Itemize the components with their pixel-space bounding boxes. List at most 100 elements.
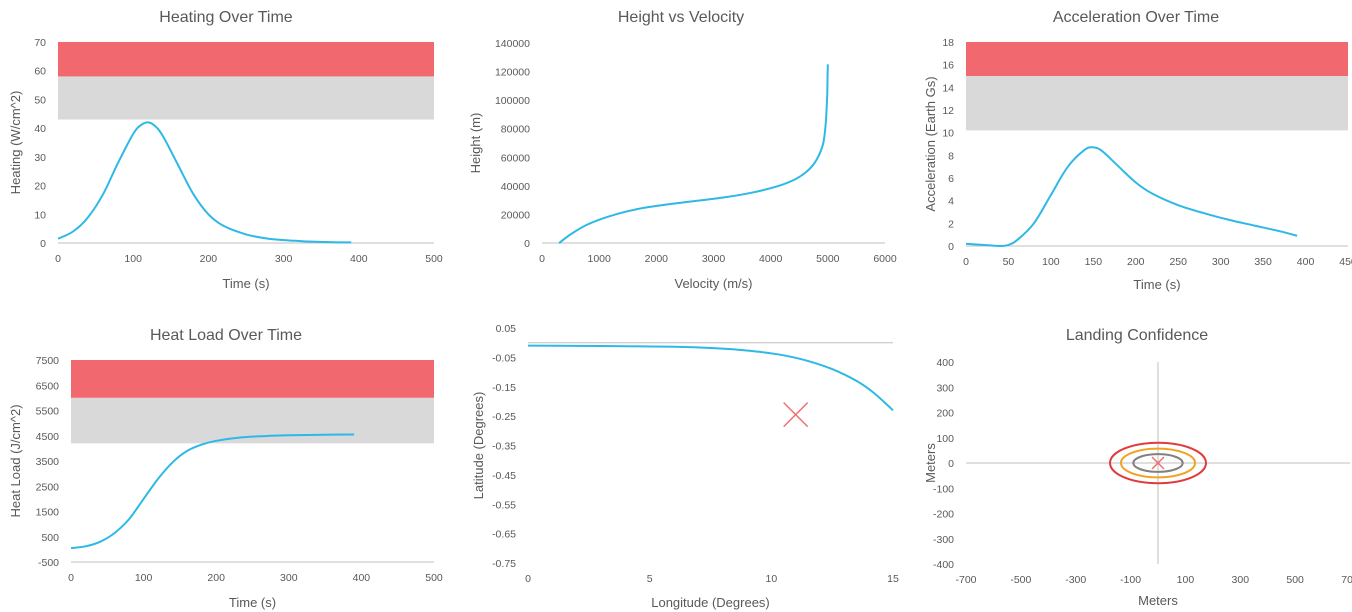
- series-line: [558, 64, 829, 244]
- x-tick-label: 300: [1212, 256, 1230, 268]
- x-tick-label: 2000: [645, 253, 669, 265]
- confidence-ellipse-inner: [1132, 453, 1184, 473]
- x-tick-label: 400: [1297, 256, 1315, 268]
- y-tick-label: 80000: [501, 124, 530, 136]
- series-line: [527, 344, 894, 412]
- x-tick-label: 1000: [587, 253, 611, 265]
- y-axis-label: Height (m): [468, 113, 483, 174]
- x-tick-label: 500: [1286, 574, 1304, 586]
- x-tick-label: 50: [1003, 256, 1015, 268]
- y-tick-label: -0.15: [492, 382, 516, 394]
- y-tick-label: 7500: [36, 355, 60, 367]
- chart-title: Heating Over Time: [159, 9, 292, 26]
- chart-panel-6: -700 -500 -300 -100 100 300 500 700 -400 -300 -200…: [923, 327, 1352, 608]
- y-tick-label: 0.05: [496, 323, 517, 335]
- y-tick-label: 40000: [501, 181, 530, 193]
- y-tick-label: 500: [41, 532, 59, 544]
- x-tick-label: 200: [200, 253, 218, 265]
- x-tick-label: 200: [1127, 256, 1145, 268]
- chart-title: Acceleration Over Time: [1053, 9, 1219, 26]
- chart-panel-4: 0 100 200 300 400 500 -500 500 1500 2500 3500 4500 5…: [8, 327, 443, 610]
- x-tick-label: -500: [1010, 574, 1031, 586]
- x-tick-label: 700: [1341, 574, 1352, 586]
- x-tick-label: 0: [55, 253, 61, 265]
- y-tick-label: 14: [942, 82, 954, 94]
- x-tick-label: 0: [68, 572, 74, 584]
- y-tick-label: -300: [933, 534, 954, 546]
- x-tick-label: 400: [353, 572, 371, 584]
- y-axis-label: Heating (W/cm^2): [8, 91, 23, 195]
- x-tick-label: 500: [425, 572, 443, 584]
- series-line: [57, 121, 352, 244]
- series-line: [965, 146, 1298, 248]
- x-tick-label: 3000: [702, 253, 726, 265]
- y-tick-label: 12: [942, 105, 954, 117]
- x-axis-label: Meters: [1138, 593, 1178, 608]
- y-tick-label: -0.45: [492, 470, 516, 482]
- x-tick-label: 6000: [873, 253, 897, 265]
- y-tick-label: -500: [38, 557, 59, 569]
- y-tick-label: 2500: [36, 481, 60, 493]
- confidence-ellipse-outer: [1109, 441, 1207, 485]
- x-tick-label: 250: [1169, 256, 1187, 268]
- x-tick-label: 0: [525, 573, 531, 585]
- x-tick-label: 5000: [816, 253, 840, 265]
- y-tick-label: 4: [948, 196, 954, 208]
- y-tick-label: 300: [936, 382, 954, 394]
- y-tick-label: 20: [34, 181, 46, 193]
- x-tick-label: 300: [280, 572, 298, 584]
- x-tick-label: -700: [955, 574, 976, 586]
- x-tick-label: 450: [1339, 256, 1352, 268]
- y-tick-label: 0: [948, 458, 954, 470]
- x-tick-label: 400: [350, 253, 368, 265]
- y-tick-label: 6500: [36, 380, 60, 392]
- x-tick-label: 300: [1232, 574, 1250, 586]
- y-tick-label: -100: [933, 483, 954, 495]
- x-tick-label: 100: [124, 253, 142, 265]
- y-tick-label: 6: [948, 173, 954, 185]
- x-tick-label: 200: [207, 572, 225, 584]
- x-tick-label: 10: [765, 573, 777, 585]
- x-tick-label: 100: [1177, 574, 1195, 586]
- x-tick-label: 0: [963, 256, 969, 268]
- y-axis-label: Meters: [923, 443, 938, 483]
- x-tick-label: 500: [425, 253, 443, 265]
- confidence-ellipse-mid: [1119, 447, 1197, 479]
- y-tick-label: 2: [948, 218, 954, 230]
- x-tick-label: 5: [647, 573, 653, 585]
- y-tick-label: 20000: [501, 209, 530, 221]
- y-tick-label: 100: [936, 433, 954, 445]
- y-tick-label: 16: [942, 60, 954, 72]
- target-x-marker: [1151, 456, 1165, 470]
- y-tick-label: 60: [34, 66, 46, 78]
- y-tick-label: 1500: [36, 507, 60, 519]
- y-tick-label: 140000: [495, 38, 530, 50]
- y-tick-label: 8: [948, 150, 954, 162]
- series-line: [70, 433, 355, 550]
- y-tick-label: 0: [948, 241, 954, 253]
- x-axis-label: Time (s): [1133, 277, 1180, 292]
- x-tick-label: 150: [1085, 256, 1103, 268]
- danger-threshold-band: [71, 360, 434, 398]
- y-tick-label: 200: [936, 408, 954, 420]
- y-tick-label: -0.75: [492, 558, 516, 570]
- y-tick-label: 4500: [36, 431, 60, 443]
- danger-threshold-band: [58, 42, 434, 77]
- y-tick-label: -0.55: [492, 499, 516, 511]
- y-tick-label: 5500: [36, 406, 60, 418]
- y-tick-label: 400: [936, 357, 954, 369]
- y-tick-label: 0: [40, 238, 46, 250]
- warning-threshold-band: [966, 76, 1348, 131]
- y-axis-label: Acceleration (Earth Gs): [923, 76, 938, 211]
- chart-panel-5: 0 5 10 15 -0.75 -0.65 -0.55 -0.45 -0.35 -0.25 -0.1…: [471, 323, 899, 610]
- x-axis-label: Velocity (m/s): [674, 276, 752, 291]
- danger-threshold-band: [966, 42, 1348, 76]
- x-tick-label: 350: [1254, 256, 1272, 268]
- chart-panel-2: 0 1000 2000 3000 4000 5000 6000020000400006000…: [468, 9, 897, 291]
- x-axis-label: Time (s): [222, 276, 269, 291]
- x-tick-label: 0: [539, 253, 545, 265]
- warning-threshold-band: [58, 76, 434, 120]
- x-tick-label: 4000: [759, 253, 783, 265]
- y-axis-label: Heat Load (J/cm^2): [8, 404, 23, 517]
